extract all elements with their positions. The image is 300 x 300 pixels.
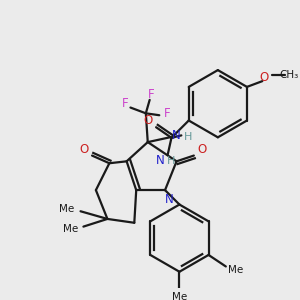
- Text: O: O: [144, 114, 153, 127]
- Text: CH₃: CH₃: [280, 70, 299, 80]
- Text: F: F: [148, 88, 155, 100]
- Text: O: O: [80, 143, 89, 156]
- Text: F: F: [122, 97, 128, 110]
- Text: N: N: [156, 154, 164, 167]
- Text: O: O: [197, 143, 206, 156]
- Text: N: N: [172, 129, 181, 142]
- Text: N: N: [164, 193, 173, 206]
- Text: Me: Me: [59, 204, 75, 214]
- Text: H: H: [184, 132, 192, 142]
- Text: Me: Me: [172, 292, 187, 300]
- Text: H: H: [167, 156, 175, 166]
- Text: O: O: [260, 71, 269, 84]
- Text: Me: Me: [228, 265, 243, 275]
- Text: F: F: [164, 107, 170, 120]
- Text: Me: Me: [63, 224, 79, 233]
